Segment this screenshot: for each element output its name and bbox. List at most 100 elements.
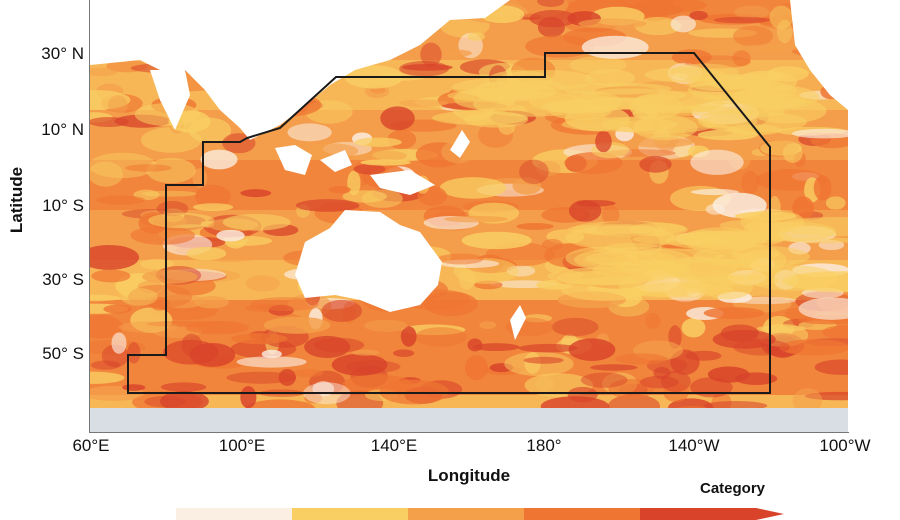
heat-patch <box>792 388 823 414</box>
heat-patch <box>222 213 291 231</box>
heat-patch <box>464 355 488 381</box>
heat-patch <box>565 225 676 250</box>
heat-patch <box>353 163 386 175</box>
heat-patch <box>240 385 257 409</box>
heat-patch <box>486 70 553 93</box>
heat-patch <box>516 223 554 230</box>
heat-patch <box>292 369 324 377</box>
heat-patch <box>401 324 466 336</box>
heat-patch <box>555 270 655 286</box>
heat-patch <box>741 170 759 194</box>
legend-swatch-1 <box>176 508 292 520</box>
heat-patch <box>127 342 141 364</box>
legend-swatch-3 <box>408 508 524 520</box>
heat-patch <box>734 296 796 305</box>
heat-patch <box>778 339 848 356</box>
legend-title: Category <box>700 480 766 497</box>
heat-patch <box>122 384 146 391</box>
heat-patch <box>250 297 319 312</box>
heat-patch <box>364 319 408 332</box>
heat-patch <box>688 28 758 38</box>
heat-patch <box>690 188 740 196</box>
lat-tick-label: 30° S <box>42 270 84 289</box>
legend-arrow-icon <box>756 508 784 520</box>
heat-patch <box>504 351 574 377</box>
heat-patch <box>361 189 403 208</box>
heat-patch <box>733 84 820 110</box>
heat-patch <box>240 189 272 198</box>
heat-patch <box>595 130 612 153</box>
lat-tick-label: 30° N <box>41 44 84 63</box>
land-masses <box>90 0 848 340</box>
lon-tick-label: 60°E <box>72 436 110 455</box>
heat-patch <box>670 15 696 33</box>
land-mass <box>510 305 526 340</box>
heat-patch <box>268 304 294 316</box>
heat-patch <box>541 238 563 251</box>
heat-patch <box>398 99 449 107</box>
heat-patch <box>192 203 234 212</box>
map-plot-area <box>90 0 848 432</box>
heat-patch <box>732 50 751 67</box>
study-region-boundary <box>127 52 771 394</box>
heat-patch <box>91 269 131 283</box>
heat-patch <box>565 246 639 270</box>
heat-patch <box>304 392 323 404</box>
heat-patch <box>146 157 196 184</box>
x-axis-label: Longitude <box>427 466 511 485</box>
heat-patch <box>163 339 219 365</box>
ocean-heat-map <box>90 0 848 432</box>
heat-patch <box>776 19 793 44</box>
heat-patch <box>328 186 351 194</box>
heat-patch <box>111 332 127 354</box>
heat-patch <box>690 149 744 175</box>
heat-patch <box>467 32 485 41</box>
heat-patch <box>160 294 204 309</box>
lat-tick-label: 50° S <box>42 344 84 363</box>
legend-swatch-2 <box>292 508 408 520</box>
heat-patch <box>90 294 121 302</box>
heat-patch <box>236 356 307 368</box>
heat-patch <box>287 123 332 142</box>
heat-patch <box>194 296 229 309</box>
heat-patch <box>634 17 682 36</box>
heat-patch <box>792 128 848 139</box>
heat-patch <box>472 91 591 117</box>
heat-patch <box>518 343 578 353</box>
legend-swatch-4 <box>524 508 640 520</box>
heat-patch <box>360 159 411 166</box>
lat-tick-label: 10° N <box>41 120 84 139</box>
heat-patch <box>707 366 750 383</box>
land-mass <box>790 0 848 110</box>
heat-patch <box>128 284 193 309</box>
heat-patch <box>160 391 209 412</box>
heat-patch <box>479 321 497 330</box>
heat-patch <box>278 369 296 386</box>
heat-patch <box>90 244 140 270</box>
heat-patch <box>733 25 773 47</box>
heat-patch <box>713 16 770 24</box>
lon-tick-label: 140°E <box>370 436 418 455</box>
heat-patch <box>380 106 415 131</box>
heat-patch <box>230 333 288 345</box>
heat-patch <box>615 353 667 365</box>
category-legend <box>176 508 784 520</box>
land-mass <box>275 145 312 175</box>
heat-patch <box>661 256 738 281</box>
heat-patch <box>130 225 196 245</box>
heat-patch <box>245 275 280 292</box>
heat-patch <box>354 137 402 147</box>
heat-patch <box>156 201 189 217</box>
heat-patch <box>226 371 297 384</box>
heat-patch <box>639 155 672 173</box>
heat-patch <box>90 67 118 77</box>
heat-patch <box>537 0 565 7</box>
heat-patch <box>400 326 417 347</box>
heat-patch <box>769 5 794 30</box>
heat-patch <box>118 321 179 333</box>
heat-patch <box>442 49 472 57</box>
lat-tick-label: 10° S <box>42 196 84 215</box>
antarctic-ice <box>90 408 848 432</box>
heat-patch <box>697 110 758 131</box>
heat-patch <box>703 307 765 319</box>
